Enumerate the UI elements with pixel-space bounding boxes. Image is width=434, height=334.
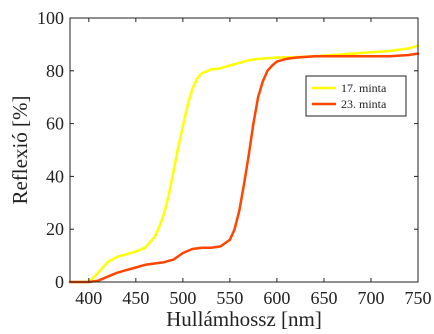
legend: 17. minta 23. minta [305, 75, 407, 117]
y-tick-label: 0 [55, 272, 64, 292]
x-tick-label: 400 [75, 288, 102, 308]
y-tick-label: 20 [46, 219, 64, 239]
y-tick-label: 40 [46, 166, 64, 186]
y-axis-ticks: 0 20 40 60 80 100 [37, 8, 418, 292]
x-tick-label: 500 [169, 288, 196, 308]
y-tick-label: 80 [46, 61, 64, 81]
plot-lines [68, 44, 420, 284]
y-axis-title: Reflexió [%] [8, 95, 32, 204]
x-tick-label: 550 [216, 288, 243, 308]
x-tick-label: 700 [357, 288, 384, 308]
y-tick-label: 60 [46, 114, 64, 134]
x-tick-label: 600 [263, 288, 290, 308]
legend-box [305, 75, 407, 117]
plot-frame [69, 17, 419, 283]
series-line-2 [68, 52, 420, 284]
y-tick-label: 100 [37, 8, 64, 28]
x-tick-label: 650 [310, 288, 337, 308]
x-axis-ticks: 400 450 500 550 600 650 700 750 [75, 18, 432, 308]
x-tick-label: 450 [122, 288, 149, 308]
x-tick-label: 750 [405, 288, 432, 308]
legend-label: 17. minta [341, 81, 387, 95]
legend-label: 23. minta [341, 97, 387, 111]
x-axis-title: Hullámhossz [nm] [166, 307, 322, 331]
